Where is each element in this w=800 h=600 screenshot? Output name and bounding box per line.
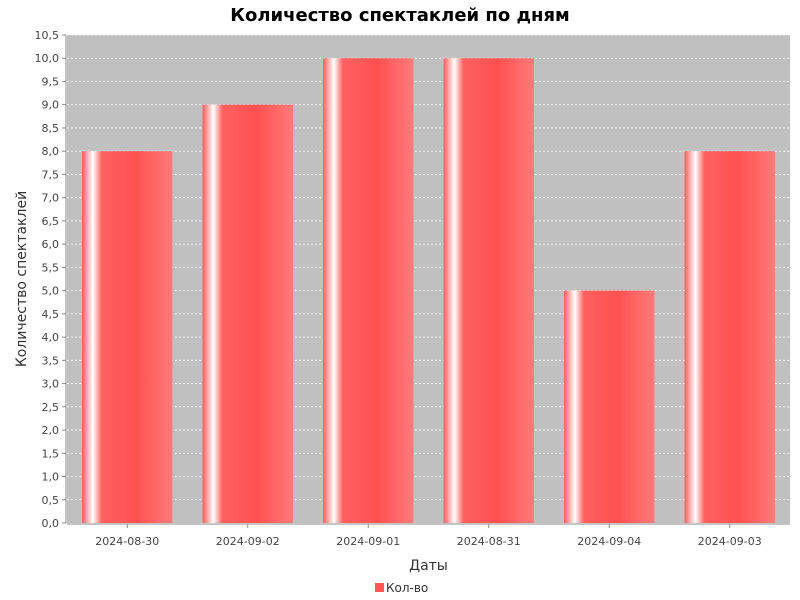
legend: Кол-во (375, 581, 428, 595)
y-tick-label: 4,5 (42, 308, 60, 321)
y-tick-label: 5,5 (42, 261, 60, 274)
y-tick-label: 8,5 (42, 122, 60, 135)
x-tick-label: 2024-08-30 (95, 535, 159, 548)
y-tick-label: 6,5 (42, 215, 60, 228)
bars (82, 58, 775, 523)
y-tick-label: 10,5 (35, 29, 60, 42)
y-axis: 0,0 0,5 1,0 1,5 2,0 2,5 3,0 3,5 4,0 4,5 5,0 5,5 6,0 6… (35, 29, 67, 530)
y-tick-label: 6,0 (42, 238, 60, 251)
y-tick-label: 0,0 (42, 517, 60, 530)
gridlines (67, 34, 790, 501)
y-tick-label: 7,5 (42, 168, 60, 181)
bar (323, 58, 414, 523)
x-tick-label: 2024-09-03 (698, 535, 762, 548)
y-tick-label: 3,0 (42, 378, 60, 391)
x-tick-label: 2024-09-02 (216, 535, 280, 548)
x-tick-label: 2024-09-01 (336, 535, 400, 548)
legend-swatch (375, 583, 384, 592)
y-tick-label: 1,5 (42, 447, 60, 460)
y-tick-label: 5,0 (42, 285, 60, 298)
bar (82, 151, 173, 523)
bar (564, 290, 655, 523)
y-tick-label: 4,0 (42, 331, 60, 344)
y-tick-label: 1,0 (42, 471, 60, 484)
x-tick-label: 2024-09-04 (577, 535, 641, 548)
y-tick-label: 0,5 (42, 494, 60, 507)
bar (443, 58, 534, 523)
y-tick-label: 3,5 (42, 354, 60, 367)
y-tick-label: 2,5 (42, 401, 60, 414)
bar (684, 151, 775, 523)
y-tick-label: 7,0 (42, 192, 60, 205)
bar (202, 104, 293, 523)
y-tick-label: 2,0 (42, 424, 60, 437)
y-tick-label: 9,0 (42, 99, 60, 112)
y-tick-label: 8,0 (42, 145, 60, 158)
x-axis-label: Даты (409, 558, 448, 574)
plot-area (67, 35, 790, 523)
x-tick-label: 2024-08-31 (457, 535, 521, 548)
y-tick-label: 9,5 (42, 75, 60, 88)
y-axis-label: Количество спектаклей (14, 191, 30, 367)
y-tick-label: 10,0 (35, 52, 60, 65)
legend-label: Кол-во (386, 581, 428, 595)
x-axis: 2024-08-30 2024-09-02 2024-09-01 2024-08-31… (67, 523, 790, 548)
chart-title: Количество спектаклей по дням (230, 5, 569, 26)
